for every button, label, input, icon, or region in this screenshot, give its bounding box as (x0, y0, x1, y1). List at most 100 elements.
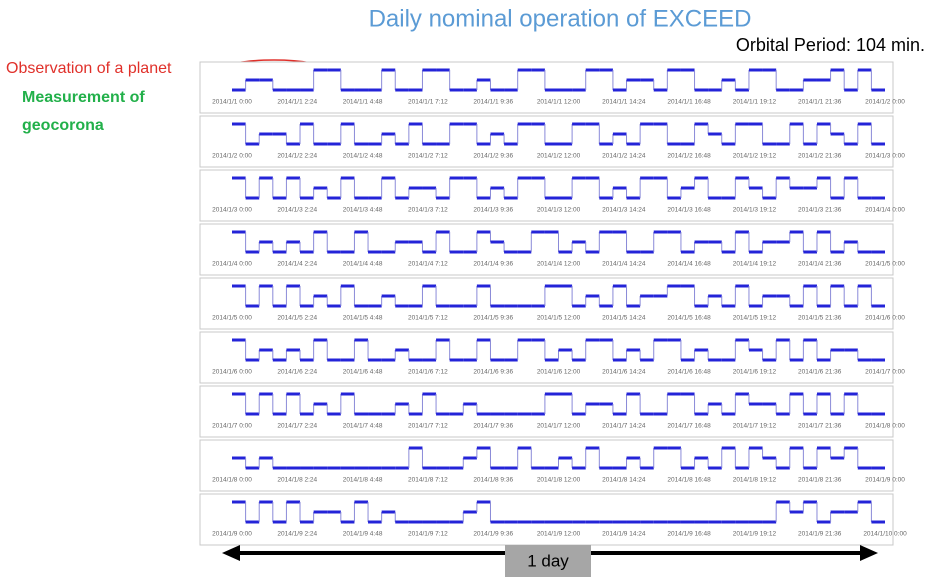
x-tick-label: 2014/1/1 4:48 (343, 99, 383, 106)
x-tick-label: 2014/1/2 9:36 (473, 153, 513, 160)
planet-annotation: Observation of a planet (6, 60, 172, 77)
x-tick-label: 2014/1/5 7:12 (408, 315, 448, 322)
x-tick-label: 2014/1/1 7:12 (408, 99, 448, 106)
x-tick-label: 2014/1/5 0:00 (212, 315, 252, 322)
x-tick-label: 2014/1/5 9:36 (473, 315, 513, 322)
x-tick-label: 2014/1/1 0:00 (212, 99, 252, 106)
x-tick-label: 2014/1/6 0:00 (212, 369, 252, 376)
x-tick-label: 2014/1/1 2:24 (277, 99, 317, 106)
x-tick-label: 2014/1/6 7:12 (408, 369, 448, 376)
span-box (505, 545, 591, 577)
x-tick-label: 2014/1/6 21:36 (798, 369, 842, 376)
x-tick-label: 2014/1/6 9:36 (473, 369, 513, 376)
row-frame (199, 115, 894, 168)
x-tick-label: 2014/1/8 0:00 (865, 423, 905, 430)
x-tick-label: 2014/1/4 4:48 (343, 261, 383, 268)
x-tick-label: 2014/1/9 0:00 (865, 477, 905, 484)
x-tick-label: 2014/1/2 7:12 (408, 153, 448, 160)
x-tick-label: 2014/1/3 7:12 (408, 207, 448, 214)
x-tick-label: 2014/1/7 19:12 (733, 423, 777, 430)
x-tick-label: 2014/1/4 2:24 (277, 261, 317, 268)
x-tick-label: 2014/1/2 16:48 (667, 153, 711, 160)
x-tick-label: 2014/1/4 14:24 (602, 261, 646, 268)
x-tick-label: 2014/1/1 9:36 (473, 99, 513, 106)
x-tick-label: 2014/1/4 9:36 (473, 261, 513, 268)
x-tick-label: 2014/1/8 21:36 (798, 477, 842, 484)
arrow-head (860, 545, 878, 561)
x-tick-label: 2014/1/1 21:36 (798, 99, 842, 106)
x-tick-label: 2014/1/4 7:12 (408, 261, 448, 268)
row-frame (199, 439, 894, 492)
x-tick-label: 2014/1/5 0:00 (865, 261, 905, 268)
x-tick-label: 2014/1/6 0:00 (865, 315, 905, 322)
x-tick-label: 2014/1/2 0:00 (865, 99, 905, 106)
x-tick-label: 2014/1/8 0:00 (212, 477, 252, 484)
x-tick-label: 2014/1/5 2:24 (277, 315, 317, 322)
x-tick-label: 2014/1/10 0:00 (863, 531, 907, 538)
x-tick-label: 2014/1/3 4:48 (343, 207, 383, 214)
x-tick-label: 2014/1/3 2:24 (277, 207, 317, 214)
title: Daily nominal operation of EXCEED (369, 5, 752, 32)
x-tick-label: 2014/1/2 12:00 (537, 153, 581, 160)
x-tick-label: 2014/1/2 2:24 (277, 153, 317, 160)
x-tick-label: 2014/1/9 16:48 (667, 531, 711, 538)
x-tick-label: 2014/1/3 9:36 (473, 207, 513, 214)
x-tick-label: 2014/1/8 12:00 (537, 477, 581, 484)
x-tick-label: 2014/1/8 16:48 (667, 477, 711, 484)
x-tick-label: 2014/1/4 16:48 (667, 261, 711, 268)
orbital-period: Orbital Period: 104 min. (736, 35, 925, 55)
x-tick-label: 2014/1/7 2:24 (277, 423, 317, 430)
x-tick-label: 2014/1/6 4:48 (343, 369, 383, 376)
x-tick-label: 2014/1/1 14:24 (602, 99, 646, 106)
x-tick-label: 2014/1/3 16:48 (667, 207, 711, 214)
x-tick-label: 2014/1/5 14:24 (602, 315, 646, 322)
x-tick-label: 2014/1/3 0:00 (865, 153, 905, 160)
x-tick-label: 2014/1/1 16:48 (667, 99, 711, 106)
x-tick-label: 2014/1/6 19:12 (733, 369, 777, 376)
x-tick-label: 2014/1/6 14:24 (602, 369, 646, 376)
geocorona-annotation: Measurement of (22, 89, 145, 106)
x-tick-label: 2014/1/5 21:36 (798, 315, 842, 322)
x-tick-label: 2014/1/2 0:00 (212, 153, 252, 160)
x-tick-label: 2014/1/5 16:48 (667, 315, 711, 322)
x-tick-label: 2014/1/3 19:12 (733, 207, 777, 214)
x-tick-label: 2014/1/1 12:00 (537, 99, 581, 106)
span-label: 1 day (527, 551, 569, 570)
x-tick-label: 2014/1/7 0:00 (865, 369, 905, 376)
x-tick-label: 2014/1/2 4:48 (343, 153, 383, 160)
x-tick-label: 2014/1/2 21:36 (798, 153, 842, 160)
x-tick-label: 2014/1/9 12:00 (537, 531, 581, 538)
geocorona-annotation: geocorona (22, 117, 104, 134)
x-tick-label: 2014/1/8 9:36 (473, 477, 513, 484)
x-tick-label: 2014/1/4 0:00 (865, 207, 905, 214)
x-tick-label: 2014/1/7 7:12 (408, 423, 448, 430)
x-tick-label: 2014/1/2 14:24 (602, 153, 646, 160)
x-tick-label: 2014/1/4 0:00 (212, 261, 252, 268)
x-tick-label: 2014/1/7 16:48 (667, 423, 711, 430)
x-tick-label: 2014/1/6 12:00 (537, 369, 581, 376)
x-tick-label: 2014/1/3 0:00 (212, 207, 252, 214)
x-tick-label: 2014/1/7 12:00 (537, 423, 581, 430)
x-tick-label: 2014/1/9 4:48 (343, 531, 383, 538)
x-tick-label: 2014/1/4 21:36 (798, 261, 842, 268)
x-tick-label: 2014/1/8 14:24 (602, 477, 646, 484)
x-tick-label: 2014/1/9 9:36 (473, 531, 513, 538)
x-tick-label: 2014/1/5 19:12 (733, 315, 777, 322)
x-tick-label: 2014/1/5 4:48 (343, 315, 383, 322)
x-tick-label: 2014/1/8 4:48 (343, 477, 383, 484)
x-tick-label: 2014/1/3 21:36 (798, 207, 842, 214)
x-tick-label: 2014/1/9 2:24 (277, 531, 317, 538)
x-tick-label: 2014/1/6 16:48 (667, 369, 711, 376)
x-tick-label: 2014/1/8 7:12 (408, 477, 448, 484)
x-tick-label: 2014/1/7 9:36 (473, 423, 513, 430)
x-tick-label: 2014/1/9 0:00 (212, 531, 252, 538)
x-tick-label: 2014/1/5 12:00 (537, 315, 581, 322)
x-tick-label: 2014/1/3 12:00 (537, 207, 581, 214)
x-tick-label: 2014/1/9 19:12 (733, 531, 777, 538)
x-tick-label: 2014/1/3 14:24 (602, 207, 646, 214)
x-tick-label: 2014/1/9 21:36 (798, 531, 842, 538)
x-tick-label: 2014/1/9 7:12 (408, 531, 448, 538)
x-tick-label: 2014/1/8 2:24 (277, 477, 317, 484)
x-tick-label: 2014/1/8 19:12 (733, 477, 777, 484)
